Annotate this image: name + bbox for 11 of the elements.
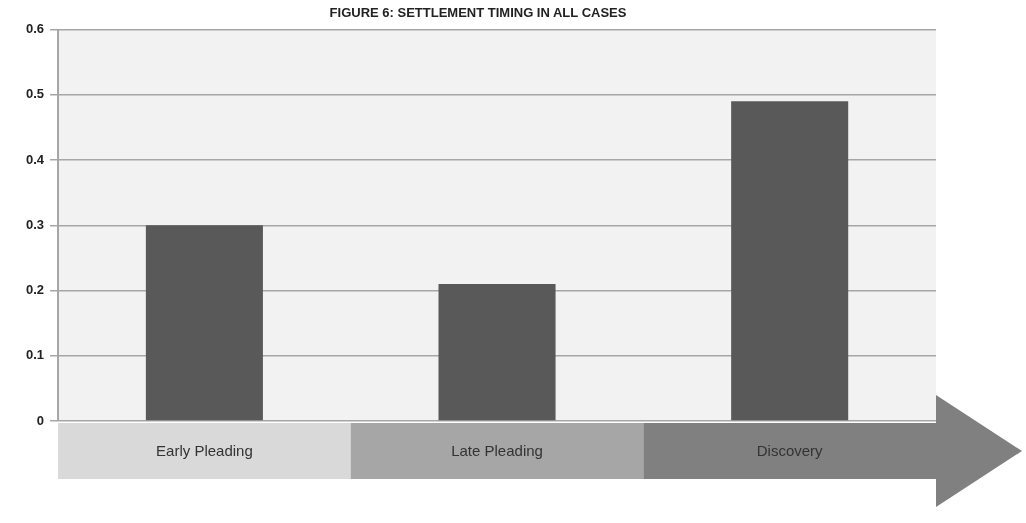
chart-title: FIGURE 6: SETTLEMENT TIMING IN ALL CASES <box>329 5 627 21</box>
x-tick-label: Early Pleading <box>156 442 253 460</box>
y-tick-label: 0.5 <box>25 86 45 102</box>
x-tick-label: Discovery <box>756 442 824 460</box>
y-tick-label: 0.3 <box>25 216 45 232</box>
x-tick-label: Late Pleading <box>451 442 543 460</box>
y-tick-label: 0.4 <box>25 151 45 167</box>
y-tick-label: 0 <box>36 412 45 428</box>
y-tick-label: 0.6 <box>25 21 45 37</box>
y-tick-label: 0.2 <box>25 282 45 298</box>
y-tick-label: 0.1 <box>25 347 45 363</box>
